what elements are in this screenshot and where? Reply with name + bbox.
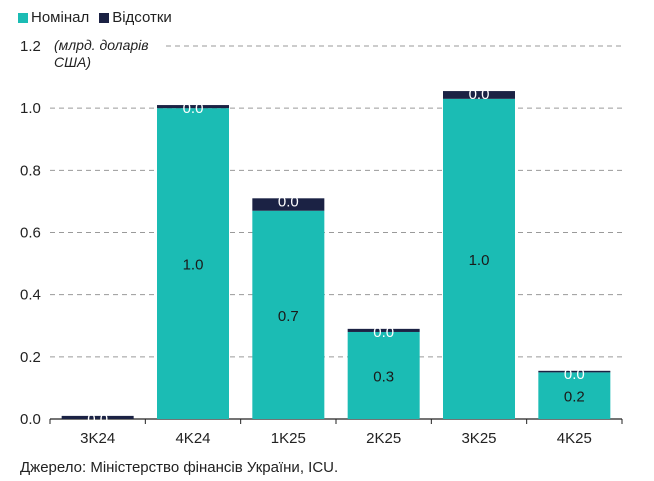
x-tick-label: 4K24 bbox=[175, 430, 210, 447]
bar-nominal bbox=[252, 210, 325, 419]
source-note: Джерело: Міністерство фінансів України, … bbox=[20, 459, 339, 476]
legend-label-nominal: Номінал bbox=[31, 9, 90, 26]
data-label-nominal: 0.3 bbox=[373, 368, 394, 385]
data-label-nominal: 0.7 bbox=[278, 308, 299, 325]
y-tick-label: 0.4 bbox=[20, 287, 41, 304]
x-tick-label: 1K25 bbox=[271, 430, 306, 447]
data-label-interest: 0.0 bbox=[373, 324, 394, 341]
x-tick-label: 3K25 bbox=[461, 430, 496, 447]
data-label-interest: 0.0 bbox=[469, 86, 490, 103]
data-label-nominal: 0.2 bbox=[564, 389, 585, 406]
data-label-nominal: 1.0 bbox=[183, 257, 204, 274]
y-tick-label: 0.2 bbox=[20, 349, 41, 366]
bar-interest bbox=[443, 91, 515, 99]
bar-interest bbox=[252, 198, 325, 211]
data-label-interest: 0.0 bbox=[183, 100, 204, 117]
x-tick-label: 4K25 bbox=[557, 430, 592, 447]
legend-label-interest: Відсотки bbox=[112, 9, 172, 26]
bar-nominal bbox=[347, 331, 420, 419]
y-tick-label: 0.0 bbox=[20, 411, 41, 428]
legend-item-interest: Відсотки bbox=[99, 9, 172, 26]
bar-nominal bbox=[443, 98, 515, 419]
data-label-interest: 0.0 bbox=[564, 366, 585, 383]
legend-swatch-nominal bbox=[18, 12, 28, 23]
legend-swatch-interest bbox=[99, 12, 110, 23]
chart-legend: Номінал Відсотки bbox=[18, 9, 172, 26]
data-label-nominal: 1.0 bbox=[469, 252, 490, 269]
bar-interest bbox=[157, 105, 229, 109]
legend-item-nominal: Номінал bbox=[18, 9, 89, 26]
bar-interest bbox=[61, 415, 134, 419]
data-label-interest: 0.0 bbox=[278, 193, 299, 210]
x-tick-label: 3K24 bbox=[80, 430, 115, 447]
y-tick-label: 1.0 bbox=[20, 100, 41, 117]
bar-interest bbox=[538, 370, 611, 373]
bar-interest bbox=[347, 328, 420, 332]
data-label-interest: 0.0 bbox=[87, 411, 108, 428]
y-tick-label: 0.8 bbox=[20, 162, 41, 179]
y-axis-unit-label: (млрд. доларів США) bbox=[54, 37, 149, 70]
bar-nominal bbox=[157, 108, 229, 420]
bar-chart: 0.0 0.2 0.4 0.6 0.8 1.0 1.2 0.0 3K24 1.0 0.0 4K24 0.… bbox=[20, 38, 623, 447]
x-tick-label: 2K25 bbox=[366, 430, 401, 447]
y-tick-label: 0.6 bbox=[20, 225, 41, 242]
y-tick-label: 1.2 bbox=[20, 38, 41, 55]
bar-nominal bbox=[538, 372, 611, 419]
